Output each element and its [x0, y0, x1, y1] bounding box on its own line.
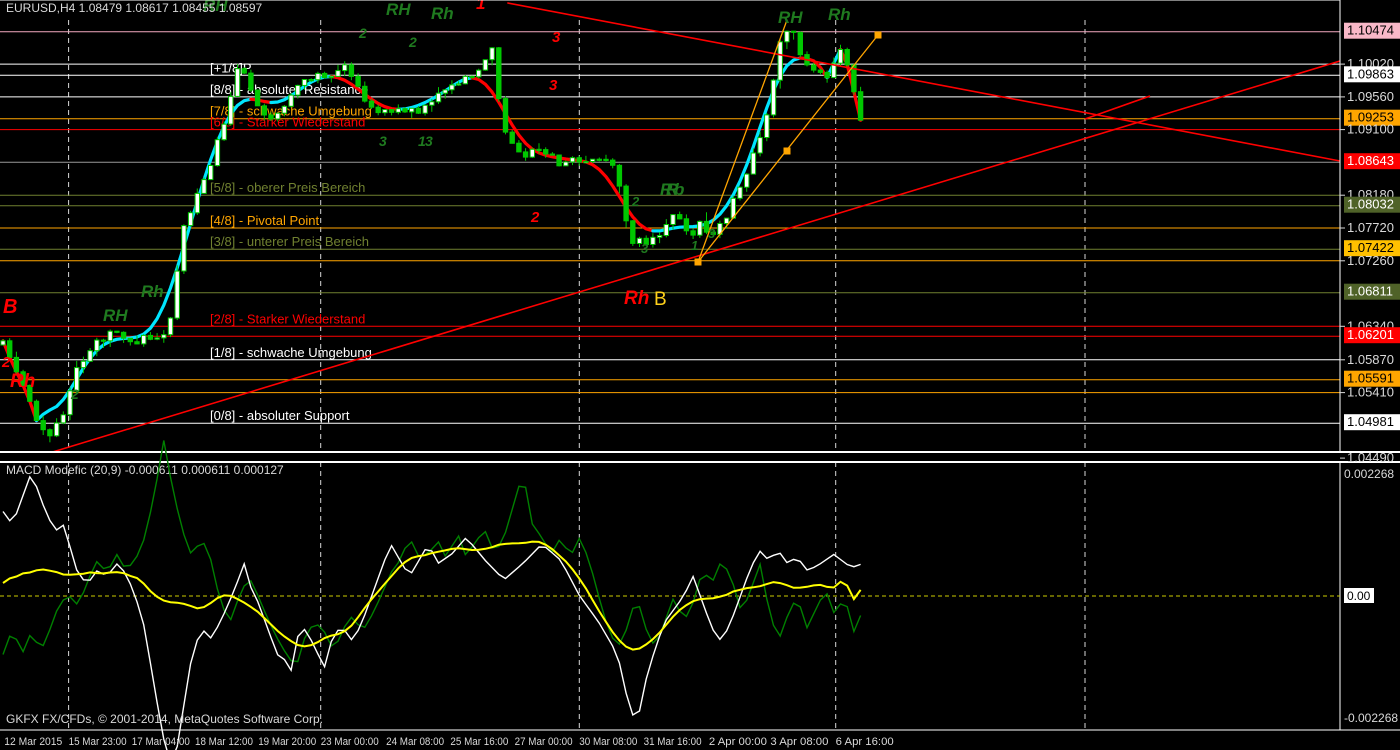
svg-text:24 Mar 08:00: 24 Mar 08:00: [386, 736, 444, 748]
svg-text:[0/8] - absoluter Support: [0/8] - absoluter Support: [210, 408, 350, 423]
svg-text:2: 2: [408, 34, 417, 50]
svg-text:B: B: [3, 296, 17, 318]
svg-text:EURUSD,H4 1.08479 1.08617 1.: EURUSD,H4 1.08479 1.08617 1.08455 1.0859…: [6, 1, 263, 15]
svg-text:2: 2: [70, 386, 79, 402]
svg-text:2: 2: [631, 194, 640, 209]
svg-text:GKFX FX/CFDs, © 2001-2014, Met: GKFX FX/CFDs, © 2001-2014, MetaQuotes So…: [6, 712, 323, 726]
svg-text:Rh: Rh: [828, 5, 851, 24]
svg-text:1.05591: 1.05591: [1347, 371, 1394, 386]
svg-text:3: 3: [425, 133, 433, 149]
svg-text:23 Mar 00:00: 23 Mar 00:00: [321, 736, 379, 748]
svg-text:b: b: [674, 180, 684, 199]
svg-text:1.06811: 1.06811: [1347, 284, 1393, 299]
svg-text:3: 3: [708, 226, 716, 241]
svg-text:Rh: Rh: [624, 288, 649, 309]
svg-text:1.09863: 1.09863: [1347, 66, 1394, 81]
svg-text:1.05870: 1.05870: [1347, 352, 1394, 367]
svg-text:0.002268: 0.002268: [1344, 467, 1394, 481]
svg-text:[5/8] - oberer Preis Bereich: [5/8] - oberer Preis Bereich: [210, 180, 365, 195]
svg-text:[2/8] - Starker Wiederstand: [2/8] - Starker Wiederstand: [210, 311, 365, 326]
svg-text:12 Mar 2015: 12 Mar 2015: [4, 736, 62, 748]
svg-text:[1/8] - schwache Umgebung: [1/8] - schwache Umgebung: [210, 345, 372, 360]
svg-text:[3/8] - unterer Preis Bereich: [3/8] - unterer Preis Bereich: [210, 234, 369, 249]
svg-text:RH: RH: [386, 0, 411, 19]
svg-text:1.06201: 1.06201: [1347, 327, 1394, 342]
svg-text:2: 2: [530, 209, 540, 226]
svg-text:3: 3: [641, 241, 649, 256]
svg-text:18 Mar 12:00: 18 Mar 12:00: [195, 736, 253, 748]
svg-text:Rh: Rh: [10, 371, 35, 392]
svg-text:Rh: Rh: [141, 282, 164, 301]
svg-text:1.09560: 1.09560: [1347, 89, 1394, 104]
svg-text:MACD Modefic (20,9) -0.000611: MACD Modefic (20,9) -0.000611 0.000611 0…: [6, 463, 284, 477]
svg-text:RH: RH: [103, 306, 128, 325]
svg-text:1.07260: 1.07260: [1347, 253, 1394, 268]
svg-text:6 Apr 16:00: 6 Apr 16:00: [836, 736, 894, 748]
svg-text:1.07720: 1.07720: [1347, 220, 1394, 235]
svg-text:2: 2: [358, 25, 367, 41]
svg-text:30 Mar 08:00: 30 Mar 08:00: [579, 736, 637, 748]
svg-text:3: 3: [552, 29, 561, 46]
svg-text:3 Apr 08:00: 3 Apr 08:00: [770, 736, 828, 748]
svg-text:1.08643: 1.08643: [1347, 153, 1394, 168]
svg-text:RH: RH: [778, 8, 803, 27]
svg-text:15 Mar 23:00: 15 Mar 23:00: [69, 736, 127, 748]
svg-text:1.05410: 1.05410: [1347, 385, 1394, 400]
svg-text:19 Mar 20:00: 19 Mar 20:00: [258, 736, 316, 748]
svg-text:1: 1: [476, 0, 485, 13]
svg-text:2 Apr 00:00: 2 Apr 00:00: [709, 736, 767, 748]
svg-text:[4/8] - Pivotal Point: [4/8] - Pivotal Point: [210, 213, 319, 228]
svg-text:0.00: 0.00: [1347, 589, 1371, 603]
svg-text:1.10474: 1.10474: [1347, 23, 1394, 38]
svg-text:1.08032: 1.08032: [1347, 197, 1394, 212]
svg-text:25 Mar 16:00: 25 Mar 16:00: [450, 736, 508, 748]
svg-text:B: B: [654, 289, 667, 310]
svg-text:Rh: Rh: [431, 4, 454, 23]
svg-text:3: 3: [379, 133, 387, 149]
svg-text:1.04490: 1.04490: [1347, 450, 1394, 465]
svg-text:-0.002268: -0.002268: [1344, 711, 1398, 725]
svg-text:2: 2: [1, 354, 11, 371]
svg-text:1.09100: 1.09100: [1347, 122, 1394, 137]
svg-text:27 Mar 00:00: 27 Mar 00:00: [515, 736, 573, 748]
svg-text:17 Mar 04:00: 17 Mar 04:00: [132, 736, 190, 748]
svg-text:1: 1: [691, 238, 698, 253]
svg-text:3: 3: [549, 77, 558, 94]
svg-text:1.04981: 1.04981: [1347, 414, 1394, 429]
svg-text:31 Mar 16:00: 31 Mar 16:00: [644, 736, 702, 748]
